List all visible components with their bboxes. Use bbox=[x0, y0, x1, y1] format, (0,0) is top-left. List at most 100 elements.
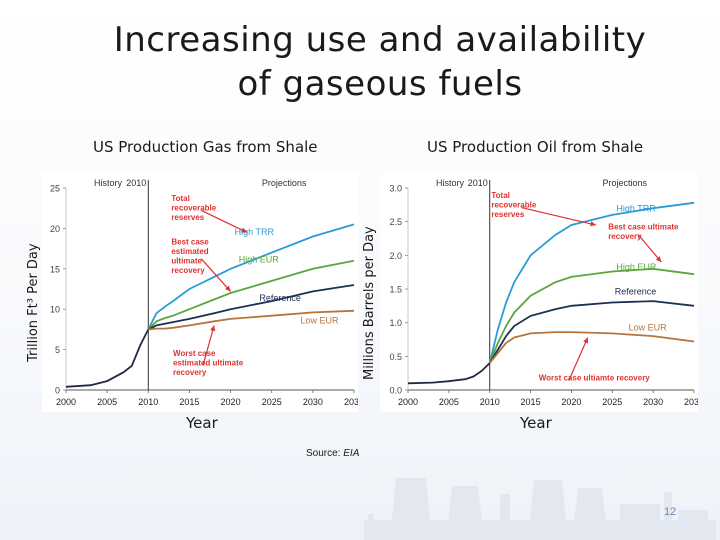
oil-x-tick-label: 2015 bbox=[521, 397, 541, 407]
oil-x-tick-label: 2010 bbox=[480, 397, 500, 407]
oil-series-reference bbox=[488, 300, 695, 364]
gas-annotation-text: estimated ultimate bbox=[173, 359, 244, 368]
oil-annotation-text: reserves bbox=[491, 210, 524, 219]
gas-annotation-text: ultimate bbox=[171, 257, 202, 266]
oil-annotation-3: Worst case ultiamte recovery bbox=[539, 337, 651, 383]
gas-annotation-text: recovery bbox=[173, 368, 207, 377]
oil-y-tick-label: 2.5 bbox=[389, 217, 402, 227]
slide-title: Increasing use and availability of gaseo… bbox=[60, 18, 700, 106]
gas-x-tick-label: 2010 bbox=[138, 397, 158, 407]
gas-chart-title: US Production Gas from Shale bbox=[93, 138, 318, 156]
oil-annotation-arrowhead bbox=[655, 256, 662, 263]
power-plant-silhouette bbox=[364, 478, 716, 540]
oil-series-label-low-eur: Low EUR bbox=[629, 323, 668, 333]
gas-y-tick-label: 25 bbox=[50, 184, 60, 194]
gas-annotation-arrow bbox=[201, 209, 248, 233]
gas-series-label-high-trr: High TRR bbox=[235, 227, 275, 237]
oil-annotation-text: recovery bbox=[608, 232, 642, 241]
oil-history-line bbox=[407, 362, 491, 385]
oil-annotation-arrowhead bbox=[583, 337, 588, 344]
oil-annotation-text: Worst case ultiamte recovery bbox=[539, 374, 651, 383]
gas-annotation-arrowhead bbox=[225, 285, 231, 292]
oil-series-high-eur bbox=[488, 267, 695, 364]
oil-y-tick-label: 1.0 bbox=[389, 318, 402, 328]
slide-title-line-1: Increasing use and availability bbox=[113, 20, 647, 60]
gas-x-tick-label: 2025 bbox=[262, 397, 282, 407]
oil-y-tick-label: 2.0 bbox=[389, 251, 402, 261]
gas-x-tick-label: 2030 bbox=[303, 397, 323, 407]
gas-x-axis-label: Year bbox=[186, 414, 218, 432]
oil-annotation-text: Total bbox=[491, 191, 510, 200]
gas-annotation-text: reserves bbox=[171, 213, 204, 222]
gas-x-tick-label: 2035 bbox=[344, 397, 358, 407]
oil-history-label: History bbox=[436, 178, 465, 188]
gas-divider-year-label: 2010 bbox=[126, 178, 146, 188]
gas-annotation-arrowhead bbox=[210, 325, 216, 332]
gas-series-reference bbox=[147, 284, 355, 331]
oil-series-high-trr bbox=[488, 201, 695, 364]
gas-x-tick-label: 2020 bbox=[221, 397, 241, 407]
gas-annotation-text: recovery bbox=[171, 266, 205, 275]
gas-y-axis-label: Trillion Ft³ Per Day bbox=[26, 243, 41, 362]
gas-x-tick-label: 2000 bbox=[56, 397, 76, 407]
oil-y-tick-label: 0.5 bbox=[389, 352, 402, 362]
oil-annotation-arrow bbox=[568, 337, 589, 381]
gas-series-label-high-eur: High EUR bbox=[239, 254, 280, 264]
gas-projections-label: Projections bbox=[262, 178, 307, 188]
gas-series-label-reference: Reference bbox=[259, 293, 301, 303]
gas-plot-background bbox=[42, 172, 358, 412]
gas-y-tick-label: 5 bbox=[55, 345, 60, 355]
gas-series-label-low-eur: Low EUR bbox=[301, 316, 340, 326]
source-name: EIA bbox=[343, 448, 360, 459]
oil-annotation-text: Best case ultimate bbox=[608, 223, 679, 232]
oil-x-tick-label: 2035 bbox=[684, 397, 698, 407]
oil-divider-year-label: 2010 bbox=[468, 178, 488, 188]
slide-title-line-2: of gaseous fuels bbox=[237, 64, 523, 104]
oil-x-axis-label: Year bbox=[520, 414, 552, 432]
oil-annotation-arrow bbox=[637, 234, 662, 263]
gas-y-tick-label: 10 bbox=[50, 305, 60, 315]
gas-annotation-text: Best case bbox=[171, 238, 209, 247]
gas-y-tick-label: 0 bbox=[55, 386, 60, 396]
gas-history-label: History bbox=[94, 178, 123, 188]
gas-series-low-eur bbox=[148, 309, 355, 331]
oil-annotation-arrow bbox=[521, 207, 597, 226]
oil-x-tick-label: 2020 bbox=[561, 397, 581, 407]
oil-y-tick-label: 3.0 bbox=[389, 184, 402, 194]
oil-series-label-high-trr: High TRR bbox=[616, 204, 656, 214]
oil-x-tick-label: 2025 bbox=[602, 397, 622, 407]
gas-y-tick-label: 20 bbox=[50, 224, 60, 234]
gas-annotation-arrowhead bbox=[241, 227, 247, 233]
page-number: 12 bbox=[664, 506, 677, 518]
oil-series-label-high-eur: High EUR bbox=[616, 262, 657, 272]
oil-annotation-arrowhead bbox=[590, 221, 596, 227]
gas-annotation-text: estimated bbox=[171, 247, 208, 256]
oil-chart-title: US Production Oil from Shale bbox=[427, 138, 644, 156]
oil-x-tick-label: 2030 bbox=[643, 397, 663, 407]
oil-y-axis-label: Millions Barrels per Day bbox=[362, 226, 377, 380]
gas-annotation-arrow bbox=[202, 325, 215, 366]
oil-y-tick-label: 0.0 bbox=[389, 386, 402, 396]
oil-annotation-text: recoverable bbox=[491, 201, 536, 210]
oil-y-tick-label: 1.5 bbox=[389, 285, 402, 295]
gas-series-high-trr bbox=[147, 223, 355, 330]
gas-annotation-text: Worst case bbox=[173, 349, 216, 358]
oil-series-label-reference: Reference bbox=[615, 286, 657, 296]
oil-series-low-eur bbox=[489, 331, 695, 364]
gas-annotation-text: recoverable bbox=[171, 203, 216, 212]
source-label: Source: bbox=[306, 448, 344, 459]
gas-x-tick-label: 2005 bbox=[97, 397, 117, 407]
oil-x-tick-label: 2000 bbox=[398, 397, 418, 407]
gas-x-tick-label: 2015 bbox=[179, 397, 199, 407]
oil-chart: 0.0 0.5 1.0 1.5 2.0 2.5 3.0 2000 2005 2010 2015 202… bbox=[380, 172, 698, 412]
source-note: Source: EIA bbox=[306, 448, 359, 459]
gas-series-high-eur bbox=[147, 259, 355, 331]
gas-y-tick-label: 15 bbox=[50, 264, 60, 274]
gas-annotation-text: Total bbox=[171, 194, 190, 203]
